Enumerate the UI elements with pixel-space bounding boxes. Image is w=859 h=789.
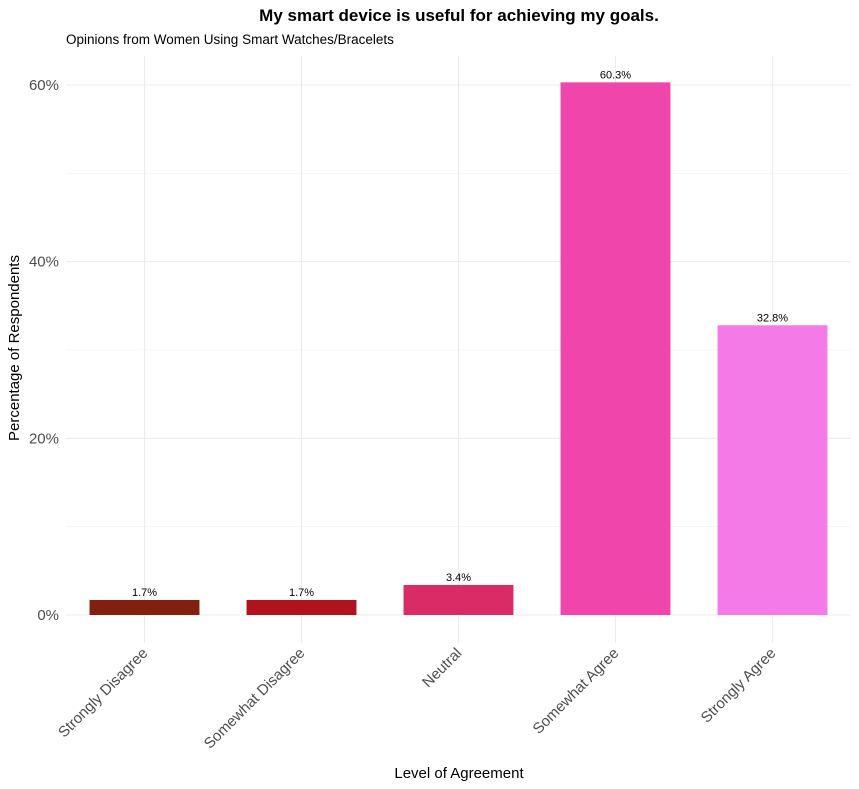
bar — [718, 325, 828, 615]
y-tick-label: 20% — [29, 430, 59, 447]
data-label: 1.7% — [132, 587, 157, 599]
y-tick-label: 60% — [29, 77, 59, 94]
x-tick-label: Somewhat Agree — [530, 645, 623, 738]
y-axis-ticks: 0% 20% 40% 60% — [29, 77, 59, 624]
bar — [561, 82, 671, 615]
data-label: 3.4% — [446, 572, 471, 584]
chart-subtitle: Opinions from Women Using Smart Watches/… — [66, 32, 394, 47]
bar — [404, 585, 514, 615]
chart-title: My smart device is useful for achieving … — [259, 6, 659, 25]
y-axis-title: Percentage of Respondents — [6, 255, 23, 441]
x-tick-label: Strongly Disagree — [55, 645, 151, 741]
x-axis-title: Level of Agreement — [394, 765, 524, 782]
y-tick-label: 40% — [29, 254, 59, 271]
data-label: 60.3% — [600, 69, 631, 81]
bar — [90, 600, 200, 615]
x-tick-label: Strongly Agree — [698, 645, 780, 727]
bar — [247, 600, 357, 615]
data-label: 1.7% — [289, 587, 314, 599]
x-tick-label: Somewhat Disagree — [201, 645, 309, 753]
data-label: 32.8% — [757, 312, 788, 324]
x-axis-ticks: Strongly Disagree Somewhat Disagree Neutra… — [55, 645, 779, 753]
x-tick-label: Neutral — [419, 645, 465, 691]
data-labels: 1.7% 1.7% 3.4% 60.3% 32.8% — [132, 69, 788, 599]
y-tick-label: 0% — [37, 607, 59, 624]
